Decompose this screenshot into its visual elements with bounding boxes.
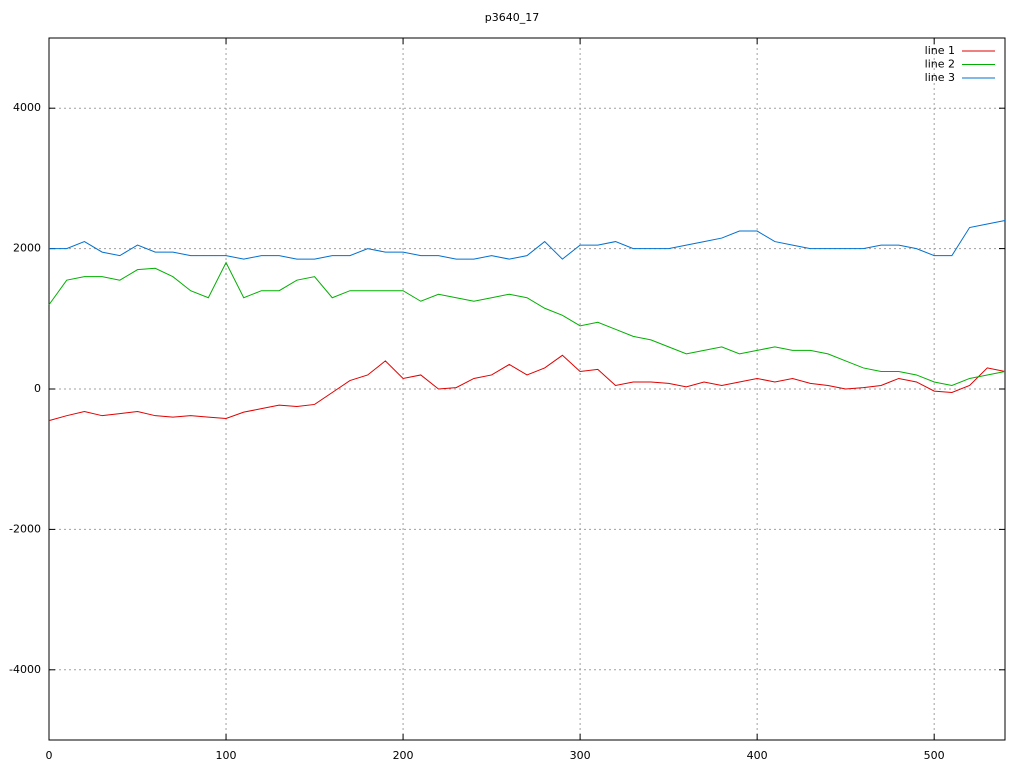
plot-border <box>48 37 1006 741</box>
legend-label: line 1 <box>925 44 955 57</box>
chart-title: p3640_17 <box>485 11 539 24</box>
x-tick-label: 200 <box>393 749 414 762</box>
y-tick-label: 4000 <box>13 101 41 114</box>
x-tick-label: 400 <box>747 749 768 762</box>
series-line <box>48 261 1006 387</box>
x-tick-label: 100 <box>216 749 237 762</box>
y-tick-label: 0 <box>34 382 41 395</box>
x-tick-label: 300 <box>570 749 591 762</box>
x-tick-label: 0 <box>46 749 53 762</box>
series-line <box>49 220 1006 260</box>
legend-label: line 2 <box>925 58 955 71</box>
y-tick-label: -2000 <box>9 522 41 535</box>
y-tick-label: 2000 <box>13 242 41 255</box>
y-tick-label: -4000 <box>9 663 41 676</box>
x-tick-label: 500 <box>924 749 945 762</box>
legend-label: line 3 <box>925 71 955 84</box>
series-line <box>48 354 1006 422</box>
